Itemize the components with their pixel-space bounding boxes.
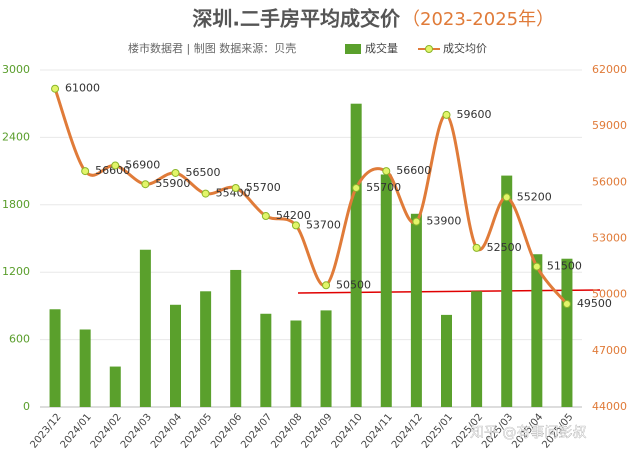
price-marker [81, 167, 90, 176]
bar [79, 329, 91, 407]
y-tick-label: 600 [9, 333, 30, 346]
price-marker [562, 300, 571, 309]
x-tick-label: 2024/05 [179, 412, 214, 451]
price-marker [472, 243, 481, 252]
data-label: 53700 [306, 218, 341, 231]
x-tick-label: 2024/10 [330, 412, 365, 451]
bar [531, 254, 543, 407]
watermark: 知乎 @有事问彭叔 [470, 424, 586, 441]
bar [471, 291, 483, 407]
data-label: 55900 [155, 177, 190, 190]
data-label: 55400 [216, 187, 251, 200]
legend-label: 成交均价 [443, 41, 487, 55]
bar [501, 175, 513, 407]
price-marker [231, 183, 240, 192]
bar [350, 103, 362, 407]
price-marker [442, 110, 451, 119]
x-tick-label: 2025/01 [420, 412, 455, 451]
bar [260, 313, 272, 407]
bar [290, 320, 302, 407]
y2-tick-label: 59000 [592, 119, 627, 132]
bar [109, 366, 121, 407]
y2-tick-label: 50000 [592, 288, 627, 301]
data-label: 50500 [336, 278, 371, 291]
x-tick-label: 2024/04 [149, 412, 184, 451]
bar [320, 310, 332, 407]
y-tick-label: 3000 [2, 63, 30, 76]
bar [441, 314, 452, 407]
price-marker [261, 212, 270, 221]
data-label: 55200 [517, 190, 552, 203]
data-label: 56500 [186, 166, 221, 179]
x-tick-label: 2024/12 [390, 412, 425, 451]
x-tick-label: 2023/12 [29, 412, 64, 451]
bar [410, 213, 422, 407]
bar [380, 174, 392, 407]
price-marker [171, 168, 180, 177]
y-tick-label: 2400 [2, 130, 30, 143]
x-tick-label: 2024/07 [239, 412, 274, 451]
x-tick-label: 2024/08 [269, 412, 304, 451]
y2-tick-label: 44000 [592, 400, 627, 413]
bar [561, 258, 573, 407]
data-label: 55700 [366, 181, 401, 194]
chart-title: 深圳.二手房平均成交价 [192, 7, 401, 31]
data-label: 59600 [457, 108, 492, 121]
data-label: 56600 [396, 164, 431, 177]
price-marker [412, 217, 421, 226]
price-marker [322, 281, 331, 290]
price-marker [201, 189, 210, 198]
bar [170, 304, 181, 407]
x-tick-label: 2024/06 [209, 412, 244, 451]
data-label: 56600 [95, 164, 130, 177]
x-tick-label: 2024/02 [89, 412, 124, 451]
price-marker [532, 262, 541, 271]
data-label: 53900 [426, 215, 461, 228]
chart-title-suffix: （2023-2025年） [402, 9, 554, 30]
data-label: 51500 [547, 260, 582, 273]
y2-tick-label: 56000 [592, 175, 627, 188]
price-marker [141, 180, 150, 189]
y-tick-label: 0 [23, 400, 30, 413]
y2-tick-label: 47000 [592, 344, 627, 357]
data-label: 56900 [125, 158, 160, 171]
data-label: 55700 [246, 181, 281, 194]
data-label: 61000 [65, 82, 100, 95]
price-marker [51, 84, 60, 93]
bar [49, 309, 61, 407]
legend-label: 成交量 [365, 41, 398, 55]
x-tick-label: 2024/03 [119, 412, 154, 451]
data-label: 54200 [276, 209, 311, 222]
data-label: 52500 [487, 241, 522, 254]
y2-tick-label: 62000 [592, 63, 627, 76]
bar [139, 249, 151, 407]
source: 楼市数据君 | 制图 数据来源：贝壳 [128, 41, 296, 55]
bar [200, 291, 212, 407]
price-marker [382, 167, 391, 176]
legend-swatch [425, 45, 433, 53]
y-tick-label: 1800 [2, 198, 30, 211]
price-marker [352, 183, 361, 192]
x-tick-label: 2024/09 [300, 412, 335, 451]
bar [230, 269, 242, 407]
data-label: 49500 [577, 297, 612, 310]
x-tick-label: 2024/01 [59, 412, 94, 451]
x-tick-label: 2024/11 [360, 412, 395, 451]
legend-swatch [345, 44, 361, 54]
price-marker [111, 161, 120, 170]
y2-tick-label: 53000 [592, 232, 627, 245]
annotation-line [297, 289, 601, 294]
price-marker [291, 221, 300, 230]
price-marker [502, 193, 511, 202]
y-tick-label: 1200 [2, 265, 30, 278]
